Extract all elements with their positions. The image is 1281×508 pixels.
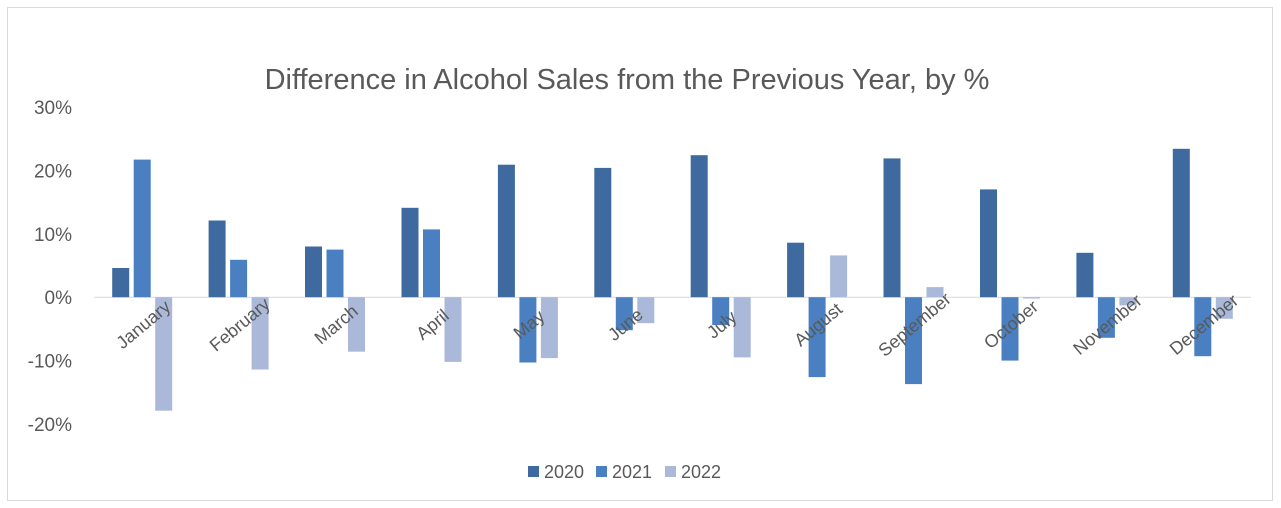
legend-label-2021: 2021 — [612, 462, 652, 482]
chart-title: Difference in Alcohol Sales from the Pre… — [265, 64, 990, 96]
bar-2020-june — [594, 167, 612, 298]
bar-2021-september — [905, 297, 922, 385]
legend-swatch-2020 — [528, 466, 539, 477]
bar-2022-june — [637, 297, 655, 324]
bar-2020-december — [1172, 148, 1190, 298]
legend-swatch-2021 — [596, 466, 607, 477]
bar-2022-november — [1119, 297, 1137, 306]
bar-2020-may — [497, 164, 515, 298]
y-axis: 30% 20% 10% 0% -10% -20% — [28, 98, 72, 436]
bars-group — [112, 148, 1233, 411]
legend-label-2022: 2022 — [681, 462, 721, 482]
bar-2020-november — [1076, 252, 1094, 298]
bar-2021-june — [615, 297, 633, 331]
bar-2020-january — [112, 268, 130, 298]
bar-2022-may — [540, 297, 558, 359]
y-tick-label: 10% — [34, 225, 72, 246]
bar-2020-april — [401, 207, 419, 298]
y-tick-label: 0% — [45, 288, 73, 309]
bar-2022-december — [1215, 297, 1233, 319]
bar-2021-may — [519, 297, 537, 363]
bar-2021-november — [1097, 297, 1115, 338]
bar-2020-october — [980, 189, 997, 298]
bar-2021-december — [1194, 297, 1212, 357]
y-tick-label: 30% — [34, 98, 72, 119]
bar-2021-january — [133, 159, 151, 298]
bar-2022-october — [1023, 297, 1040, 299]
bar-2021-april — [423, 229, 440, 298]
bar-2022-march — [348, 297, 365, 352]
bar-2022-january — [155, 297, 173, 411]
bar-2020-march — [305, 246, 322, 298]
x-axis: January February March April May June July Augu… — [112, 289, 1242, 361]
bar-2022-july — [733, 297, 751, 358]
bar-2021-july — [712, 297, 730, 326]
bar-2021-february — [230, 259, 248, 298]
legend: 2020 2021 2022 — [528, 462, 721, 482]
y-tick-label: -10% — [28, 352, 72, 373]
y-tick-label: 20% — [34, 161, 72, 182]
bar-2022-april — [444, 297, 462, 362]
bar-2020-september — [883, 158, 901, 298]
legend-swatch-2022 — [665, 466, 676, 477]
bar-2022-august — [830, 255, 848, 298]
bar-2021-march — [326, 249, 344, 298]
bar-2020-february — [208, 220, 226, 298]
bar-2020-july — [690, 155, 708, 298]
legend-label-2020: 2020 — [544, 462, 584, 482]
bar-2020-august — [787, 242, 805, 298]
bar-2022-september — [926, 287, 944, 298]
bar-2021-august — [808, 297, 826, 378]
bar-2022-february — [251, 297, 269, 370]
y-tick-label: -20% — [28, 415, 72, 436]
bar-2021-october — [1001, 297, 1019, 361]
